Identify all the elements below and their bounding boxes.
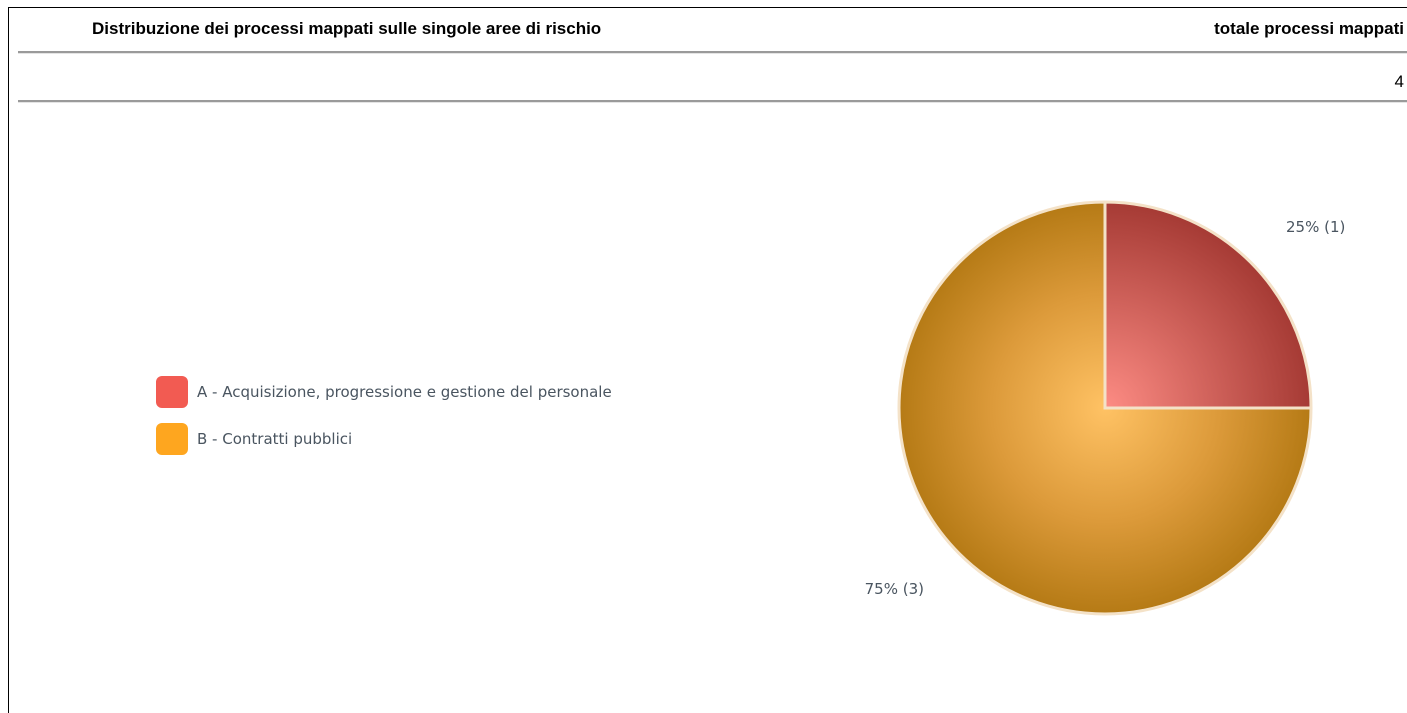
chart-legend: A - Acquisizione, progressione e gestion… (156, 376, 612, 470)
pie-chart: 25% (1) 75% (3) (865, 200, 1345, 616)
data-label-b: 75% (3) (865, 580, 924, 598)
legend-label-b: B - Contratti pubblici (197, 430, 353, 448)
total-value: 4 (1394, 72, 1404, 91)
header-divider (18, 51, 1407, 53)
legend-item-b[interactable]: B - Contratti pubblici (156, 423, 612, 455)
legend-item-a[interactable]: A - Acquisizione, progressione e gestion… (156, 376, 612, 408)
row-divider (18, 100, 1407, 102)
total-header: totale processi mappati (1214, 19, 1404, 38)
legend-swatch-a (156, 376, 188, 408)
legend-swatch-b (156, 423, 188, 455)
section-title: Distribuzione dei processi mappati sulle… (92, 19, 602, 38)
legend-label-a: A - Acquisizione, progressione e gestion… (197, 383, 612, 401)
pie-slice-a[interactable] (1103, 200, 1313, 410)
pie-slice-b[interactable] (897, 200, 1313, 616)
report-frame (8, 7, 1407, 713)
data-label-a: 25% (1) (1286, 218, 1345, 236)
